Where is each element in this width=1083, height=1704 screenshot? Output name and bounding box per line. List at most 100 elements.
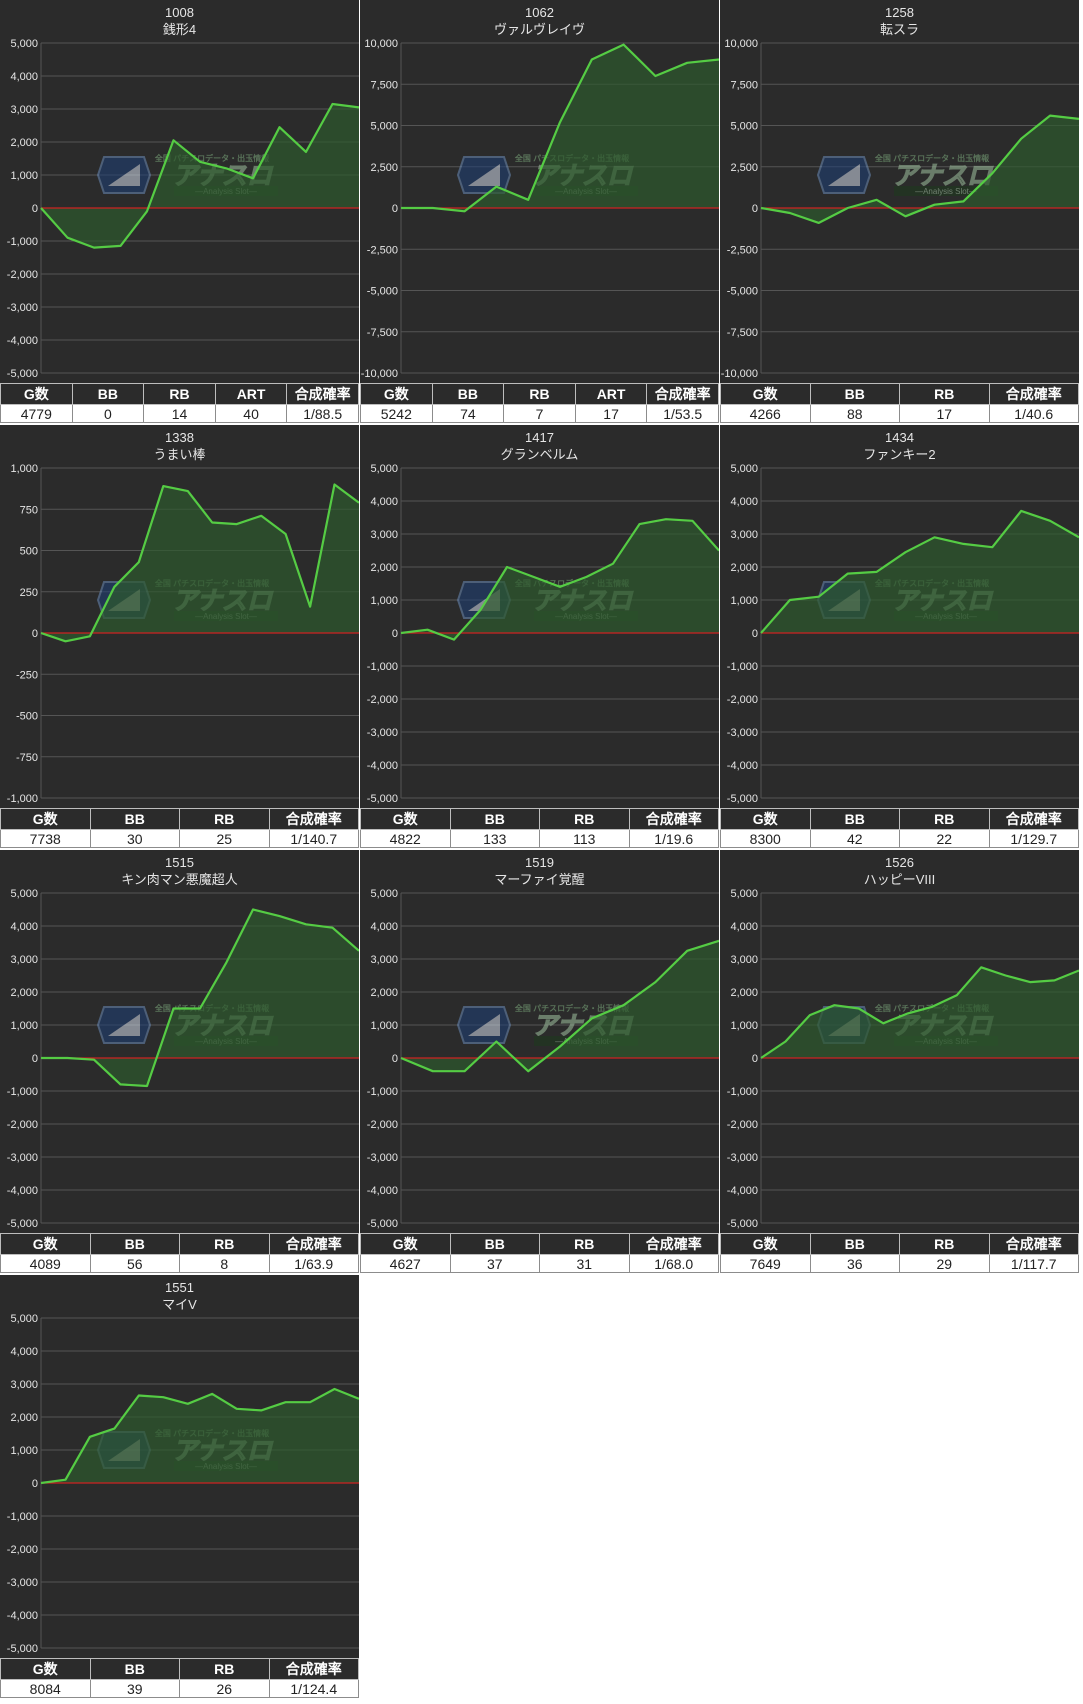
y-tick-label: 5,000 xyxy=(730,463,758,475)
stats-value-cell: 4822 xyxy=(360,829,451,848)
stats-header-cell: 合成確率 xyxy=(646,383,719,405)
machine-name: グランベルム xyxy=(501,447,579,462)
stats-value-cell: 30 xyxy=(89,829,180,848)
stats-header-cell: 合成確率 xyxy=(988,383,1079,405)
machine-number: 1062 xyxy=(525,5,554,20)
chart-svg: 1008 銭形4 5,000 4,000 3,000 2,000 1,000 0 -1,000 -… xyxy=(7,5,359,380)
stats-header-cell: 合成確率 xyxy=(268,808,359,830)
stats-header-cell: RB xyxy=(179,808,270,830)
stats-header-cell: ART xyxy=(574,383,648,405)
y-tick-label: -7,500 xyxy=(367,327,398,339)
stats-value-cell: 36 xyxy=(809,1254,900,1273)
y-tick-label: 1,000 xyxy=(10,1020,38,1032)
stats-header-cell: G数 xyxy=(0,1233,91,1255)
series-area xyxy=(401,44,719,212)
stats-value-cell: 1/124.4 xyxy=(268,1679,359,1698)
stats-value-cell: 1/129.7 xyxy=(988,829,1079,848)
y-tick-label: -3,000 xyxy=(727,727,758,739)
y-tick-label: 5,000 xyxy=(370,888,398,900)
stats-value-cell: 4779 xyxy=(0,404,73,423)
y-tick-label: 3,000 xyxy=(10,954,38,966)
y-tick-label: -10,000 xyxy=(361,368,398,380)
stats-header-cell: RB xyxy=(539,808,630,830)
series-area xyxy=(761,510,1079,633)
y-tick-label: -2,500 xyxy=(367,244,398,256)
y-tick-label: -3,000 xyxy=(727,1152,758,1164)
y-tick-label: 3,000 xyxy=(370,954,398,966)
stats-value-cell: 29 xyxy=(899,1254,990,1273)
machine-panel: 1519 マーファイ覚醒 5,000 4,000 3,000 2,000 1,000 0 -1,… xyxy=(360,850,719,1273)
stats-table: G数 BB RB 合成確率 4089 56 8 1/63.9 xyxy=(0,1233,359,1273)
stats-value-cell: 1/19.6 xyxy=(628,829,719,848)
y-tick-label: 1,000 xyxy=(10,170,38,182)
stats-header-row: G数 BB RB ART 合成確率 xyxy=(360,383,719,405)
series-area xyxy=(41,1389,359,1483)
stats-header-cell: RB xyxy=(899,808,990,830)
machine-name: うまい棒 xyxy=(153,447,205,462)
y-tick-label: 4,000 xyxy=(730,496,758,508)
y-tick-label: 2,500 xyxy=(730,162,758,174)
stats-value-cell: 88 xyxy=(809,404,900,423)
stats-header-cell: RB xyxy=(539,1233,630,1255)
stats-value-row: 8084 39 26 1/124.4 xyxy=(0,1679,359,1698)
y-tick-label: -1,000 xyxy=(727,1086,758,1098)
machine-number: 1417 xyxy=(525,430,554,445)
y-tick-label: -2,000 xyxy=(7,269,38,281)
stats-header-cell: G数 xyxy=(0,383,73,405)
stats-header-row: G数 BB RB 合成確率 xyxy=(720,1233,1079,1255)
logo-swoosh xyxy=(468,164,500,186)
y-tick-label: 0 xyxy=(752,1053,758,1065)
stats-value-cell: 4089 xyxy=(0,1254,91,1273)
machine-number: 1258 xyxy=(885,5,914,20)
y-tick-label: 5,000 xyxy=(10,888,38,900)
machine-panel: 1258 転スラ 10,000 7,500 5,000 2,500 0 -2,500 -5,00… xyxy=(720,0,1079,423)
stats-header-cell: BB xyxy=(89,1233,180,1255)
y-tick-label: -4,000 xyxy=(367,760,398,772)
y-tick-label: -3,000 xyxy=(7,302,38,314)
series-area xyxy=(761,967,1079,1058)
machine-name: 銭形4 xyxy=(163,22,196,37)
y-tick-label: 0 xyxy=(392,203,398,215)
y-tick-label: -5,000 xyxy=(367,1218,398,1230)
stats-header-cell: BB xyxy=(71,383,145,405)
stats-value-cell: 37 xyxy=(449,1254,540,1273)
y-tick-label: -4,000 xyxy=(367,1185,398,1197)
machine-panel: 1526 ハッピーVIII 5,000 4,000 3,000 2,000 1,000 0 -1… xyxy=(720,850,1079,1273)
stats-value-cell: 25 xyxy=(179,829,270,848)
stats-header-cell: ART xyxy=(214,383,288,405)
y-tick-label: 5,000 xyxy=(10,38,38,50)
machine-name: マイV xyxy=(162,1297,197,1312)
stats-value-cell: 1/63.9 xyxy=(268,1254,359,1273)
stats-header-cell: BB xyxy=(809,808,900,830)
stats-value-cell: 113 xyxy=(539,829,630,848)
machine-panel: 1062 ヴァルヴレイヴ 10,000 7,500 5,000 2,500 0 -2,500 -… xyxy=(360,0,719,423)
y-tick-label: -3,000 xyxy=(367,727,398,739)
stats-table: G数 BB RB ART 合成確率 4779 0 14 40 1/88.5 xyxy=(0,383,359,423)
stats-value-cell: 74 xyxy=(431,404,505,423)
stats-header-cell: 合成確率 xyxy=(628,1233,719,1255)
series-line xyxy=(40,1387,359,1485)
chart-svg: 1526 ハッピーVIII 5,000 4,000 3,000 2,000 1,000 0 -1… xyxy=(727,855,1079,1230)
stats-table: G数 BB RB 合成確率 8300 42 22 1/129.7 xyxy=(720,808,1079,848)
y-tick-label: 2,000 xyxy=(10,137,38,149)
stats-value-cell: 17 xyxy=(574,404,648,423)
stats-header-cell: RB xyxy=(899,383,990,405)
y-tick-label: 3,000 xyxy=(730,954,758,966)
y-tick-label: -4,000 xyxy=(7,335,38,347)
stats-value-cell: 14 xyxy=(143,404,216,423)
y-tick-label: -2,000 xyxy=(727,694,758,706)
y-tick-label: 2,000 xyxy=(370,562,398,574)
stats-table: G数 BB RB 合成確率 4627 37 31 1/68.0 xyxy=(360,1233,719,1273)
machine-name: 転スラ xyxy=(880,22,919,37)
y-tick-label: 10,000 xyxy=(364,38,398,50)
y-tick-label: 0 xyxy=(32,203,38,215)
y-tick-label: 2,000 xyxy=(10,1412,38,1424)
stats-value-cell: 1/117.7 xyxy=(988,1254,1079,1273)
y-tick-label: 0 xyxy=(392,628,398,640)
chart-svg: 1519 マーファイ覚醒 5,000 4,000 3,000 2,000 1,000 0 -1,… xyxy=(367,855,719,1230)
stats-table: G数 BB RB 合成確率 7738 30 25 1/140.7 xyxy=(0,808,359,848)
y-tick-label: 4,000 xyxy=(370,921,398,933)
machine-number: 1519 xyxy=(525,855,554,870)
y-tick-label: -5,000 xyxy=(727,1218,758,1230)
stats-header-row: G数 BB RB 合成確率 xyxy=(360,808,719,830)
